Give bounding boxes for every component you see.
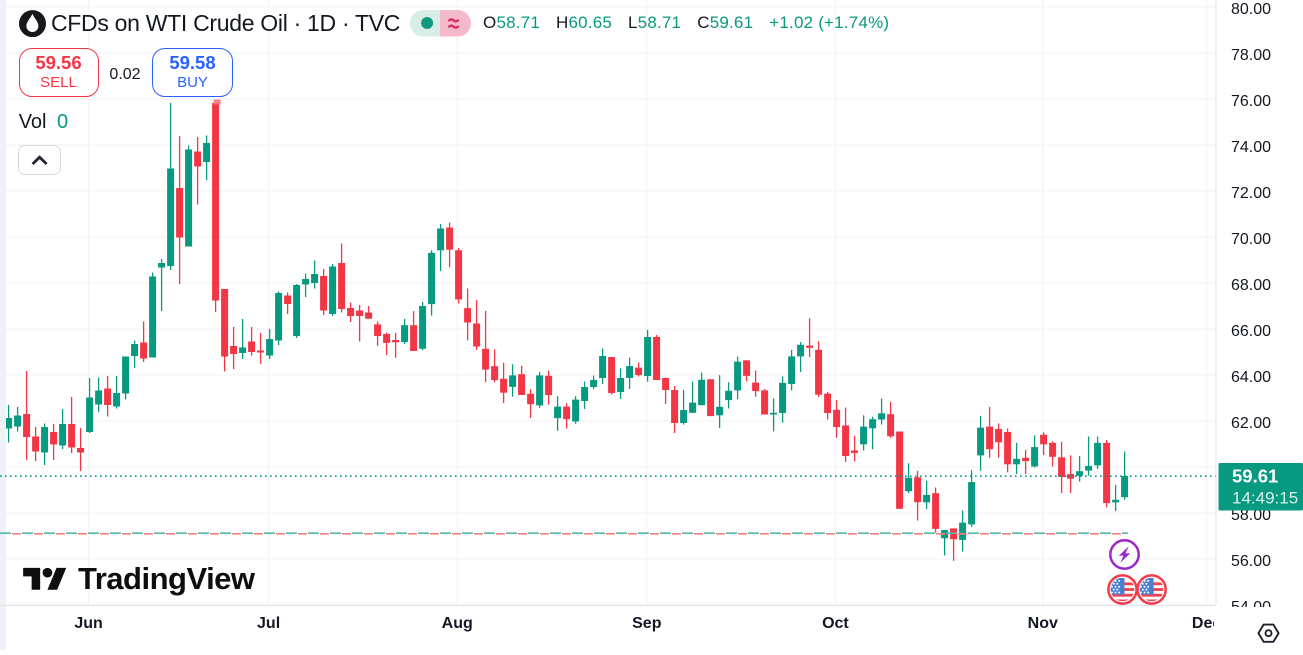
svg-text:Aug: Aug [442,615,473,632]
svg-text:76.00: 76.00 [1231,93,1271,110]
svg-text:56.00: 56.00 [1231,553,1271,570]
svg-text:14:49:15: 14:49:15 [1232,488,1298,507]
svg-text:64.00: 64.00 [1231,369,1271,386]
svg-text:Jul: Jul [257,615,280,632]
svg-text:68.00: 68.00 [1231,277,1271,294]
svg-text:66.00: 66.00 [1231,323,1271,340]
svg-text:Jun: Jun [74,615,102,632]
svg-text:70.00: 70.00 [1231,231,1271,248]
svg-text:Nov: Nov [1028,615,1058,632]
svg-text:62.00: 62.00 [1231,415,1271,432]
svg-text:Oct: Oct [822,615,849,632]
svg-text:72.00: 72.00 [1231,185,1271,202]
svg-text:59.61: 59.61 [1232,466,1278,487]
svg-text:80.00: 80.00 [1231,1,1271,18]
svg-text:Sep: Sep [632,615,662,632]
svg-text:74.00: 74.00 [1231,139,1271,156]
svg-text:78.00: 78.00 [1231,47,1271,64]
